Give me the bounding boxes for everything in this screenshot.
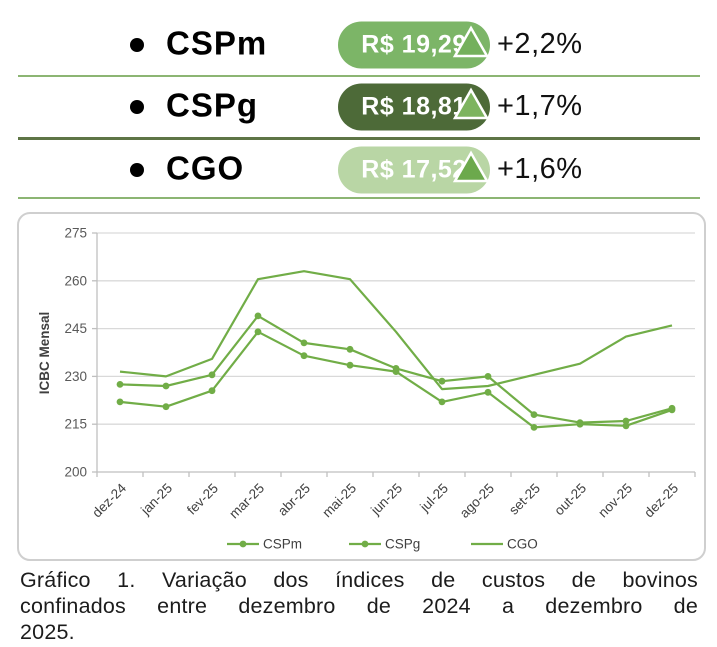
price-value: R$ 19,29 <box>361 30 467 59</box>
x-tick-label: mai-25 <box>319 481 359 521</box>
x-tick-label: fev-25 <box>184 481 221 518</box>
cspm-marker <box>162 382 170 390</box>
percent-change: +1,6% <box>497 152 583 185</box>
x-tick-label: dez-25 <box>641 481 681 521</box>
cspg-marker <box>576 420 584 428</box>
legend-item-cspg: CSPg <box>349 537 420 552</box>
percent-change: +1,7% <box>497 89 583 122</box>
x-tick-label: ago-25 <box>457 481 497 521</box>
cspg-marker <box>622 422 630 430</box>
price-value: R$ 18,81 <box>361 92 467 121</box>
y-tick-label: 260 <box>64 273 87 288</box>
row-separator <box>18 137 700 140</box>
x-tick-label: jun-25 <box>367 481 405 519</box>
x-tick-label: jul-25 <box>416 481 451 516</box>
legend-item-cspm: CSPm <box>227 537 302 552</box>
summary-row-cspm: CSPm R$ 19,29 +2,2% <box>0 14 717 76</box>
y-tick-label: 215 <box>64 417 87 432</box>
triangle-up-icon <box>452 25 490 58</box>
cspg-line <box>119 330 673 429</box>
cspg-marker <box>208 387 216 395</box>
cspg-marker <box>668 406 676 414</box>
x-tick-label: set-25 <box>506 481 543 518</box>
bullet-icon <box>130 38 144 52</box>
cgo-line <box>119 270 673 391</box>
y-tick-label: 200 <box>64 465 87 480</box>
y-tick-label: 245 <box>64 321 87 336</box>
row-separator <box>18 197 700 199</box>
cspm-marker <box>530 411 538 418</box>
caption-line: Gráfico 1. Variação dos índices de custo… <box>20 568 698 592</box>
cspm-marker <box>254 312 262 320</box>
line-chart: 200 215 230 245 260 275 dez-24 jan-25 fev-25 mar-… <box>37 226 696 552</box>
series-label: CSPm <box>166 24 268 62</box>
legend-item-cgo: CGO <box>471 537 538 552</box>
legend-label: CGO <box>507 537 538 552</box>
summary-row-cgo: CGO R$ 17,52 +1,6% <box>0 139 717 201</box>
figure-caption: Gráfico 1. Variação dos índices de custo… <box>20 567 698 645</box>
summary-row-cspg: CSPg R$ 18,81 +1,7% <box>0 76 717 138</box>
cspg-marker <box>300 352 308 360</box>
cspg-marker <box>346 361 354 369</box>
x-tick-label: out-25 <box>551 481 589 519</box>
row-separator <box>18 75 700 77</box>
cspg-marker <box>392 368 400 375</box>
cspm-marker <box>622 417 630 425</box>
cspm-marker <box>208 371 216 379</box>
price-value: R$ 17,52 <box>361 155 467 184</box>
caption-line: 2025. <box>20 620 75 644</box>
cspg-marker <box>162 403 170 411</box>
x-tick-label: jan-25 <box>137 481 175 519</box>
cspg-marker <box>530 424 538 431</box>
percent-change: +2,2% <box>497 27 583 60</box>
x-tick-label: abr-25 <box>275 481 313 519</box>
legend-label: CSPm <box>263 537 302 552</box>
cspm-marker <box>116 381 124 388</box>
cspm-marker <box>484 373 492 380</box>
bullet-icon <box>130 100 144 114</box>
series-label: CSPg <box>166 86 259 124</box>
cspg-marker <box>116 398 124 406</box>
triangle-up-icon <box>452 150 490 183</box>
cspg-marker <box>484 388 492 396</box>
price-pill: R$ 17,52 <box>338 146 490 194</box>
x-tick-label: dez-24 <box>89 480 129 520</box>
bullet-icon <box>130 163 144 177</box>
legend-marker-swatch <box>239 540 247 548</box>
chart-card: 200 215 230 245 260 275 dez-24 jan-25 fev-25 mar-… <box>17 212 706 561</box>
cspg-marker <box>438 398 446 406</box>
caption-line: confinados entre dezembro de 2024 a deze… <box>20 594 698 618</box>
y-tick-label: 275 <box>64 226 87 241</box>
legend-marker-swatch <box>361 540 369 548</box>
cspg-marker <box>254 328 262 336</box>
cspm-marker <box>438 377 446 385</box>
x-tick-label: mar-25 <box>226 481 267 522</box>
y-tick-label: 230 <box>64 369 87 384</box>
triangle-up-icon <box>452 87 490 120</box>
cspm-marker <box>346 345 354 353</box>
price-summary: CSPm R$ 19,29 +2,2% CSPg R$ 18,81 +1,7% <box>0 0 717 212</box>
cspm-marker <box>300 339 308 347</box>
y-axis-title: ICBC Mensal <box>37 312 52 395</box>
legend-label: CSPg <box>385 537 420 552</box>
x-tick-label: nov-25 <box>595 481 635 521</box>
series-label: CGO <box>166 149 245 187</box>
